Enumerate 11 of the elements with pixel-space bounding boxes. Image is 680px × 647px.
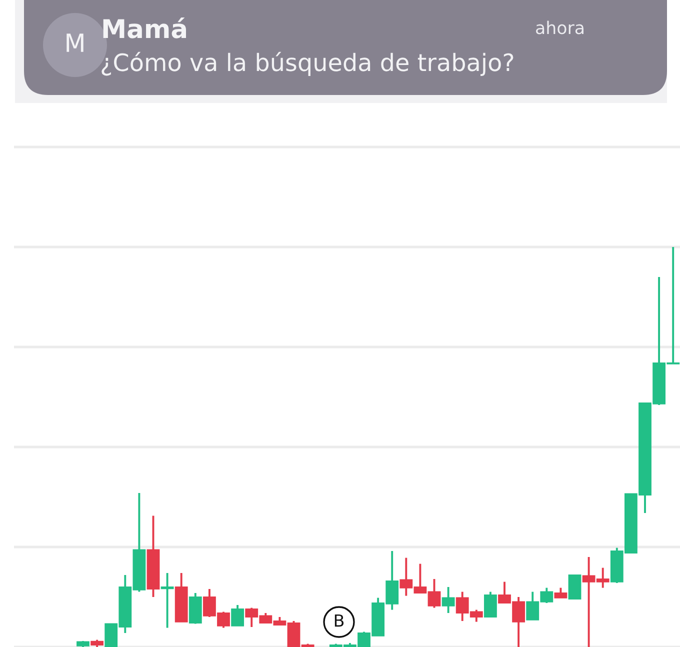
candlestick: [231, 604, 244, 627]
candlestick: [160, 572, 174, 629]
candlestick: [554, 586, 568, 599]
text: ahora: [536, 20, 584, 34]
chart-subtitle: ¿Cómo va la búsqueda de trabajo?: [102, 52, 514, 76]
candlestick: [442, 586, 455, 614]
annotation: B: [334, 614, 344, 627]
text: M: [66, 34, 84, 52]
candlestick: [568, 574, 582, 600]
chart-title: Mamá: [103, 17, 186, 38]
candlestick: [484, 590, 497, 618]
